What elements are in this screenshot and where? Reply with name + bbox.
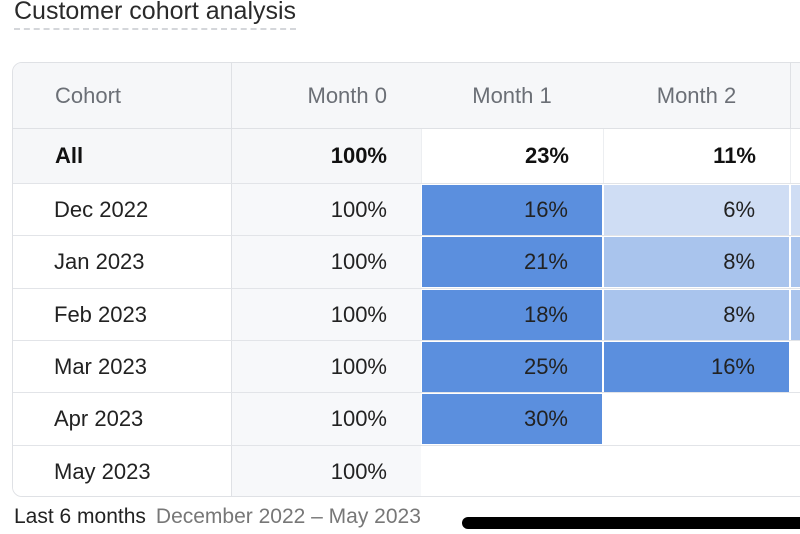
cell-month-2: 8%	[603, 288, 790, 341]
cell-month-0: 100%	[232, 184, 421, 236]
column-header-month-0[interactable]: Month 0	[307, 82, 388, 108]
cell-month-2: 8%	[603, 236, 790, 289]
table-row: Jan 2023 100% 21% 8%	[13, 235, 800, 289]
column-header-month-2[interactable]: Month 2	[656, 82, 737, 108]
row-label: May 2023	[13, 445, 232, 496]
cell-month-1: 30%	[421, 393, 603, 446]
row-label: Jan 2023	[13, 236, 232, 289]
footer: Last 6 months December 2022 – May 2023	[14, 505, 421, 529]
cell-month-3	[790, 184, 800, 236]
column-header-cohort[interactable]: Cohort	[13, 63, 232, 128]
cell-month-0: 100%	[330, 143, 387, 168]
period-label: Last 6 months	[14, 505, 146, 528]
row-label: Apr 2023	[13, 393, 232, 446]
table-row: Feb 2023 100% 18% 8%	[13, 287, 800, 341]
cell-month-1: 16%	[421, 184, 603, 236]
cell-month-1: 25%	[421, 340, 603, 393]
table-row: May 2023 100%	[13, 444, 800, 497]
cell-month-2: 16%	[603, 340, 790, 393]
cell-month-3	[790, 236, 800, 289]
cell-month-3	[790, 288, 800, 341]
date-range: December 2022 – May 2023	[155, 505, 421, 528]
table-row: Dec 2022 100% 16% 6%	[13, 183, 800, 236]
cell-month-3	[790, 129, 800, 183]
cell-month-2: 11%	[603, 129, 790, 183]
cell-month-0: 100%	[232, 236, 421, 289]
cohort-table: Cohort Month 0 Month 1 Month 2 All 100% …	[12, 62, 800, 497]
table-header: Cohort Month 0 Month 1 Month 2	[13, 63, 800, 129]
table-row-all: All 100% 23% 11%	[13, 129, 800, 183]
row-label: Feb 2023	[13, 288, 232, 341]
row-label: Dec 2022	[13, 184, 232, 236]
column-header-month-1[interactable]: Month 1	[472, 82, 552, 108]
cell-month-0: 100%	[232, 288, 421, 341]
table-row: Mar 2023 100% 25% 16%	[13, 339, 800, 393]
cell-month-0: 100%	[232, 340, 421, 393]
home-indicator[interactable]	[462, 517, 800, 529]
cell-month-1	[421, 446, 603, 497]
page-title[interactable]: Customer cohort analysis	[14, 0, 297, 30]
cell-month-1: 21%	[421, 236, 603, 289]
cell-month-1: 18%	[421, 288, 603, 341]
table-row: Apr 2023 100% 30%	[13, 392, 800, 446]
column-header-month-3[interactable]	[790, 63, 800, 128]
cell-month-2: 6%	[603, 184, 790, 236]
row-label: Mar 2023	[13, 340, 232, 393]
cell-month-0: 100%	[232, 445, 421, 496]
cell-month-1: 23%	[421, 129, 603, 183]
cell-month-2	[603, 393, 790, 445]
row-label: All	[13, 129, 232, 183]
cell-month-0: 100%	[232, 393, 421, 446]
cell-month-2	[603, 446, 790, 497]
